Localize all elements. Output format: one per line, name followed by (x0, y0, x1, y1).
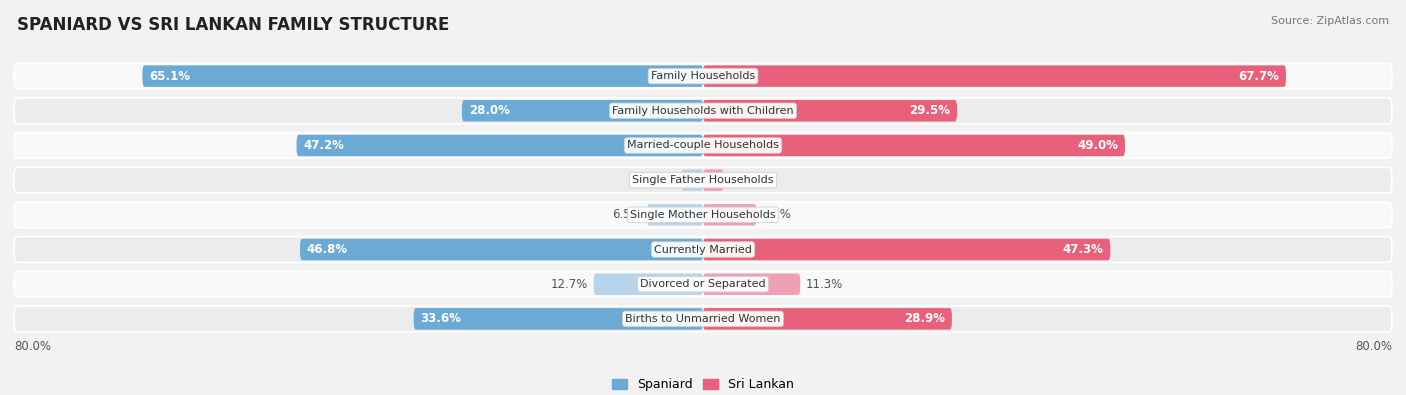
Text: Family Households with Children: Family Households with Children (612, 106, 794, 116)
FancyBboxPatch shape (703, 308, 952, 330)
FancyBboxPatch shape (14, 167, 1392, 193)
Text: SPANIARD VS SRI LANKAN FAMILY STRUCTURE: SPANIARD VS SRI LANKAN FAMILY STRUCTURE (17, 16, 450, 34)
Text: 2.4%: 2.4% (728, 174, 759, 187)
Text: 29.5%: 29.5% (910, 104, 950, 117)
Text: 67.7%: 67.7% (1239, 70, 1279, 83)
FancyBboxPatch shape (413, 308, 703, 330)
Legend: Spaniard, Sri Lankan: Spaniard, Sri Lankan (607, 373, 799, 395)
FancyBboxPatch shape (703, 100, 957, 122)
FancyBboxPatch shape (682, 169, 703, 191)
Text: Family Households: Family Households (651, 71, 755, 81)
FancyBboxPatch shape (647, 204, 703, 226)
FancyBboxPatch shape (142, 65, 703, 87)
Text: 28.9%: 28.9% (904, 312, 945, 325)
FancyBboxPatch shape (461, 100, 703, 122)
Text: Divorced or Separated: Divorced or Separated (640, 279, 766, 289)
Text: 11.3%: 11.3% (806, 278, 842, 291)
FancyBboxPatch shape (703, 135, 1125, 156)
Text: Source: ZipAtlas.com: Source: ZipAtlas.com (1271, 16, 1389, 26)
FancyBboxPatch shape (703, 169, 724, 191)
FancyBboxPatch shape (14, 202, 1392, 228)
Text: Single Father Households: Single Father Households (633, 175, 773, 185)
Text: 80.0%: 80.0% (1355, 340, 1392, 353)
FancyBboxPatch shape (14, 63, 1392, 89)
Text: Single Mother Households: Single Mother Households (630, 210, 776, 220)
Text: 80.0%: 80.0% (14, 340, 51, 353)
FancyBboxPatch shape (299, 239, 703, 260)
FancyBboxPatch shape (703, 273, 800, 295)
Text: 6.2%: 6.2% (762, 208, 792, 221)
FancyBboxPatch shape (297, 135, 703, 156)
Text: 12.7%: 12.7% (551, 278, 589, 291)
Text: Births to Unmarried Women: Births to Unmarried Women (626, 314, 780, 324)
Text: 2.5%: 2.5% (647, 174, 676, 187)
FancyBboxPatch shape (14, 237, 1392, 262)
FancyBboxPatch shape (703, 239, 1111, 260)
FancyBboxPatch shape (14, 133, 1392, 158)
Text: 6.5%: 6.5% (612, 208, 643, 221)
Text: 33.6%: 33.6% (420, 312, 461, 325)
Text: Married-couple Households: Married-couple Households (627, 141, 779, 150)
Text: 28.0%: 28.0% (468, 104, 509, 117)
FancyBboxPatch shape (14, 306, 1392, 332)
FancyBboxPatch shape (14, 271, 1392, 297)
Text: 47.3%: 47.3% (1063, 243, 1104, 256)
FancyBboxPatch shape (593, 273, 703, 295)
Text: 65.1%: 65.1% (149, 70, 190, 83)
FancyBboxPatch shape (14, 98, 1392, 124)
Text: 49.0%: 49.0% (1077, 139, 1118, 152)
Text: 46.8%: 46.8% (307, 243, 347, 256)
FancyBboxPatch shape (703, 65, 1286, 87)
FancyBboxPatch shape (703, 204, 756, 226)
Text: Currently Married: Currently Married (654, 245, 752, 254)
Text: 47.2%: 47.2% (304, 139, 344, 152)
